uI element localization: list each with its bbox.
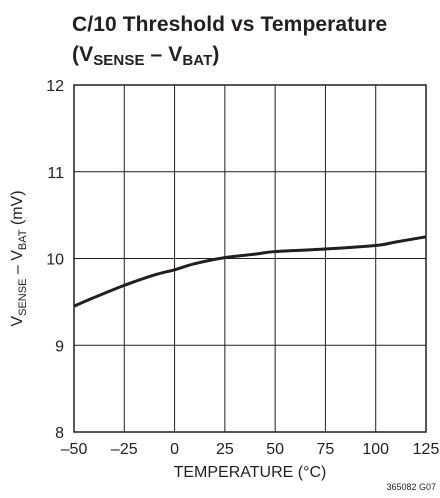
y-tick-label: 9 bbox=[55, 338, 64, 355]
y-tick-label: 8 bbox=[55, 425, 64, 442]
plot-frame bbox=[73, 84, 427, 433]
x-tick-labels: –50 –25 0 25 50 75 100 125 bbox=[61, 441, 440, 458]
x-tick-label: 125 bbox=[413, 441, 440, 458]
title-line-2: (VSENSE – VBAT) bbox=[72, 43, 220, 69]
x-tick-label: 75 bbox=[317, 441, 335, 458]
x-axis-label: TEMPERATURE (°C) bbox=[174, 464, 327, 481]
x-tick-label: –25 bbox=[111, 441, 138, 458]
y-tick-label: 11 bbox=[47, 165, 64, 182]
series-line bbox=[73, 235, 427, 308]
chart-title: C/10 Threshold vs Temperature (VSENSE – … bbox=[72, 10, 387, 76]
title-line-1: C/10 Threshold vs Temperature bbox=[72, 13, 388, 36]
x-tick-label: 0 bbox=[170, 441, 179, 458]
y-axis-label: VSENSE – VBAT (mV) bbox=[9, 190, 29, 326]
y-tick-labels: 8 9 10 11 12 bbox=[46, 78, 64, 442]
y-tick-label: 12 bbox=[46, 78, 64, 95]
x-tick-label: –50 bbox=[61, 441, 88, 458]
x-tick-label: 25 bbox=[216, 441, 234, 458]
x-tick-label: 100 bbox=[362, 441, 389, 458]
y-tick-label: 10 bbox=[46, 252, 64, 269]
figure-id: 365082 G07 bbox=[386, 482, 436, 492]
x-tick-label: 50 bbox=[266, 441, 284, 458]
grid-lines bbox=[73, 84, 427, 433]
